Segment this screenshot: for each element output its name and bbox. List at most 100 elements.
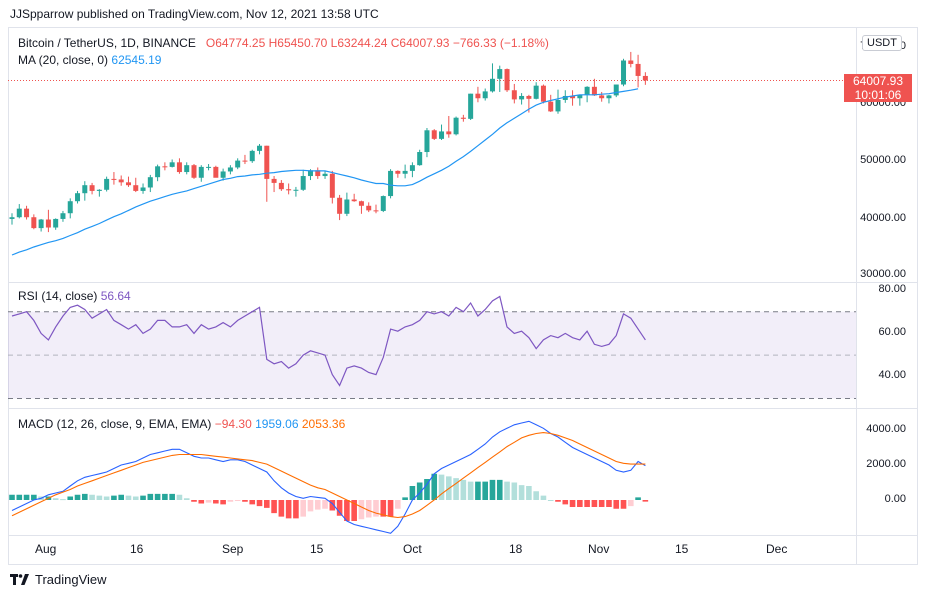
rsi-pane-separator[interactable] [8,282,918,283]
candle-body [591,86,597,96]
tradingview-branding[interactable]: TradingView [10,572,107,587]
candle-body [344,199,350,214]
candle-body [621,60,627,85]
macd-legend[interactable]: MACD (12, 26, close, 9, EMA, EMA) −94.30… [18,417,345,431]
macd-histogram-bar [307,500,314,512]
macd-histogram-bar [271,500,277,514]
macd-histogram-bar [227,500,234,502]
price-axis-label: 50000.00 [860,154,906,166]
candle-body [278,182,284,190]
macd-histogram-bar [264,500,270,508]
candle-body [431,130,437,139]
signal-line [11,432,646,519]
candle-body [351,199,357,202]
candle-body [358,201,364,206]
ohlc-high: H65450.70 [268,36,328,50]
candle-body [235,160,241,168]
candle-body [555,99,561,112]
candle-body [227,167,233,172]
macd-histogram-bar [511,482,518,500]
candle-body [315,170,321,177]
candle-body [75,193,81,202]
candle-body [322,173,328,177]
macd-histogram-bar [220,500,226,505]
candle-body [402,170,408,174]
macd-histogram-bar [475,481,481,500]
candle-body [373,210,379,212]
time-axis-label: 15 [310,542,324,556]
candle-body [45,219,51,228]
macd-histogram-bar [52,498,59,500]
last-price-tag: 64007.93 [844,74,912,88]
macd-histogram-bar [329,500,336,511]
macd-histogram-bar [322,500,328,509]
ohlc-open: O64774.25 [205,36,266,50]
candle-body [577,94,583,99]
macd-histogram-bar [169,493,175,500]
macd-histogram-bar [9,494,15,500]
macd-histogram-bar [569,500,576,507]
candle-body [482,91,488,99]
countdown-tag: 10:01:06 [844,88,912,102]
candle-body [570,95,576,99]
currency-button[interactable]: USDT [862,35,902,51]
chart-frame[interactable] [8,27,918,565]
time-axis-label: Oct [403,542,422,556]
macd-pane-separator[interactable] [8,408,918,409]
candle-body [206,166,212,168]
candle-body [424,130,430,153]
candle-body [96,189,102,191]
candle-body [395,170,401,174]
symbol-legend[interactable]: Bitcoin / TetherUS, 1D, BINANCE O64774.2… [18,36,549,50]
candle-body [475,93,481,99]
candle-body [38,219,44,229]
macd-histogram-bar [285,500,292,519]
macd-histogram-bar [577,500,583,507]
time-axis-label: Dec [766,542,788,556]
macd-histogram-bar [555,500,561,502]
candle-body [191,165,197,178]
macd-histogram-bar [205,500,212,503]
candle-body [453,117,459,135]
macd-axis-label: 0.00 [884,493,906,505]
symbol-title[interactable]: Bitcoin / TetherUS, 1D, BINANCE [18,36,196,50]
macd-histogram-bar [23,494,30,500]
macd-histogram-bar [31,494,37,500]
candle-body [446,131,452,135]
candle-body [497,69,503,79]
macd-histogram-bar [82,493,88,500]
candle-body [468,93,474,119]
price-axis-label: 30000.00 [860,268,906,280]
macd-histogram-bar [482,481,488,500]
candle-body [104,178,110,190]
macd-histogram-bar [74,494,81,500]
macd-histogram-bar [373,500,379,517]
ma-legend[interactable]: MA (20, close, 0) 62545.19 [18,53,161,67]
macd-histogram-bar [598,500,605,507]
macd-histogram-bar [533,491,539,500]
macd-histogram-bar [314,500,321,510]
rsi-axis-label: 40.00 [878,369,906,381]
macd-histogram-bar [249,500,256,505]
ma-value: 62545.19 [111,53,162,67]
candle-body [169,162,175,167]
time-axis-label: 16 [130,542,144,556]
candle-body [67,201,73,214]
rsi-legend[interactable]: RSI (14, close) 56.64 [18,289,131,303]
candle-body [89,185,95,191]
candle-body [511,90,517,100]
time-axis-label: 18 [509,542,523,556]
macd-histogram-bar [162,493,168,500]
publisher-line: JJSpparrow published on TradingView.com,… [10,7,379,21]
ohlc-low: L63244.24 [330,36,388,50]
macd-histogram-bar [125,495,132,500]
price-axis-separator [856,28,857,564]
time-axis-label: Nov [588,542,610,556]
macd-histogram-bar [118,494,124,500]
macd-histogram-bar [460,479,467,500]
macd-histogram-bar [518,485,525,500]
candle-body [599,95,605,99]
time-axis-separator [8,535,918,536]
candle-body [286,189,292,191]
